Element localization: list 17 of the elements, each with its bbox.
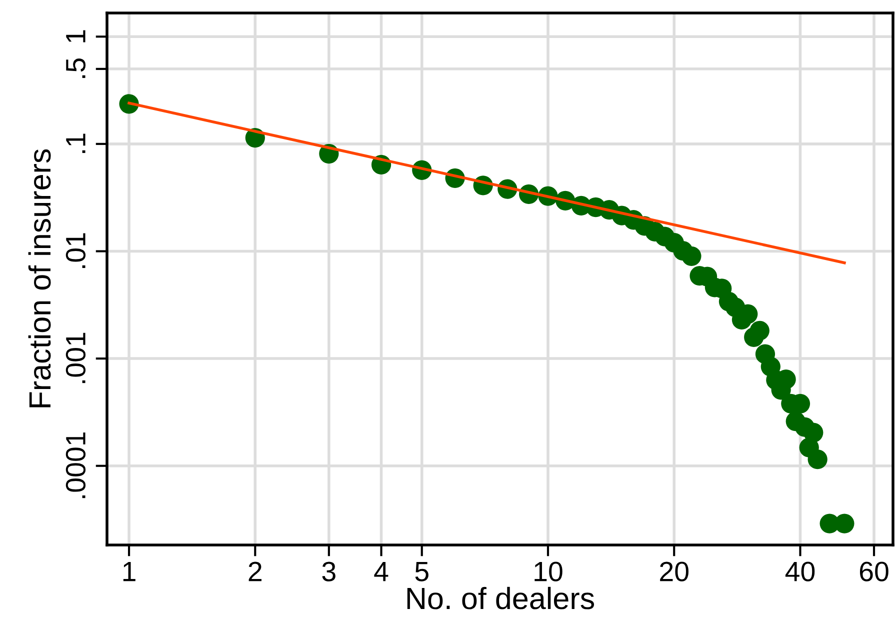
y-axis-title: Fraction of insurers — [28, 149, 51, 408]
x-tick-label: 20 — [660, 562, 688, 582]
y-tick-label: .1 — [66, 134, 86, 153]
y-tick-label: .0001 — [66, 432, 86, 498]
y-tick-label: .01 — [66, 233, 86, 268]
x-tick-label: 1 — [123, 562, 136, 582]
x-tick-label: 60 — [860, 562, 888, 582]
x-axis-title: No. of dealers — [407, 586, 594, 610]
x-tick-label: 2 — [248, 562, 262, 582]
y-tick-label: 1 — [66, 30, 86, 42]
x-tick-label: 4 — [374, 562, 388, 582]
x-tick-label: 3 — [322, 562, 336, 582]
y-tick-label: .001 — [66, 332, 86, 384]
x-tick-label: 5 — [415, 562, 428, 582]
y-tick-label: .5 — [66, 58, 86, 78]
x-tick-label: 40 — [785, 562, 815, 582]
x-tick-label: 10 — [534, 562, 562, 582]
